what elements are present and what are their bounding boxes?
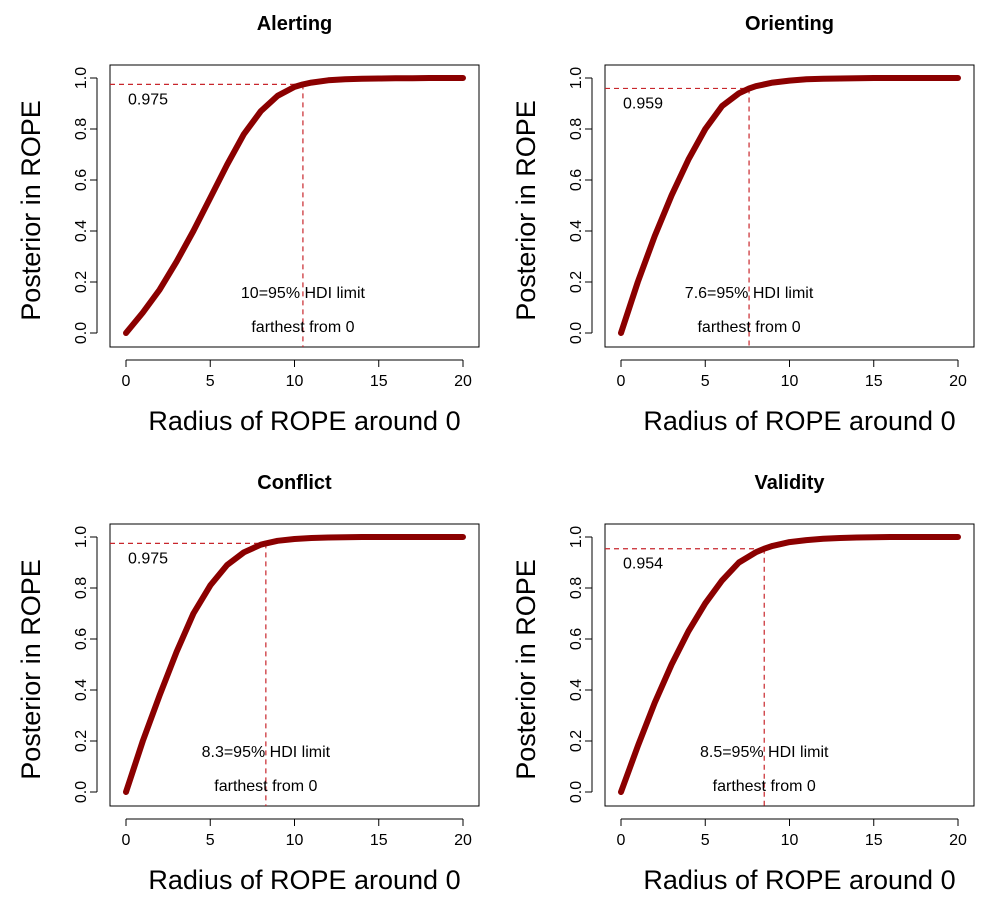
x-tick-label: 15 — [370, 832, 388, 849]
y-tick-label: 0.8 — [73, 577, 90, 599]
chart-orienting: Orienting 0 5 10 15 20 0.0 0.2 0.4 0.6 0.8 1.0 Radiu… — [511, 13, 975, 436]
panel-conflict: Conflict 0 5 10 15 20 0.0 0.2 0.4 0.6 0.8 1.0 Radius… — [0, 459, 494, 918]
y-tick-label: 0.0 — [568, 781, 585, 803]
x-tick-label: 5 — [206, 832, 215, 849]
panel-validity: Validity 0 5 10 15 20 0.0 0.2 0.4 0.6 0.8 1.0 Radius… — [495, 459, 989, 918]
x-tick-label: 15 — [370, 373, 388, 390]
hdi-limit-annotation: 10=95% HDI limit — [241, 285, 366, 302]
y-tick-label: 0.2 — [73, 271, 90, 293]
x-tick-label: 15 — [865, 832, 883, 849]
y-tick-label: 1.0 — [73, 526, 90, 548]
posterior-curve — [618, 534, 961, 795]
y-tick-label: 0.6 — [568, 628, 585, 650]
x-tick-label: 20 — [454, 832, 472, 849]
posterior-curve — [123, 75, 466, 336]
reference-value-label: 0.954 — [623, 556, 663, 573]
reference-value-label: 0.975 — [128, 550, 168, 567]
y-tick-label: 0.4 — [568, 679, 585, 701]
x-tick-label: 0 — [122, 373, 131, 390]
x-tick-label: 15 — [865, 373, 883, 390]
y-tick-label: 1.0 — [73, 67, 90, 89]
x-tick-label: 5 — [701, 373, 710, 390]
hdi-limit-annotation: 8.3=95% HDI limit — [202, 744, 331, 761]
hdi-limit-annotation: 8.5=95% HDI limit — [700, 744, 829, 761]
y-tick-label: 0.6 — [568, 169, 585, 191]
farthest-annotation: farthest from 0 — [251, 319, 354, 336]
y-tick-label: 0.0 — [568, 322, 585, 344]
x-axis-label: Radius of ROPE around 0 — [148, 865, 460, 895]
y-tick-label: 0.0 — [73, 781, 90, 803]
chart-conflict: Conflict 0 5 10 15 20 0.0 0.2 0.4 0.6 0.8 1.0 Radius… — [16, 472, 480, 895]
plot-frame — [604, 64, 975, 348]
y-axis-label: Posterior in ROPE — [511, 559, 541, 780]
y-tick-label: 0.8 — [568, 118, 585, 140]
y-tick-label: 0.2 — [568, 730, 585, 752]
x-tick-label: 20 — [454, 373, 472, 390]
x-tick-label: 10 — [286, 373, 304, 390]
y-tick-label: 0.8 — [568, 577, 585, 599]
chart-title: Conflict — [257, 472, 332, 494]
x-tick-label: 0 — [122, 832, 131, 849]
y-tick-label: 0.4 — [73, 679, 90, 701]
x-tick-label: 10 — [286, 832, 304, 849]
farthest-annotation: farthest from 0 — [214, 778, 317, 795]
panel-alerting: Alerting 0 5 10 15 20 0.0 0.2 0.4 0.6 0.8 1.0 Radius… — [0, 0, 494, 459]
y-tick-label: 0.4 — [73, 220, 90, 242]
chart-alerting: Alerting 0 5 10 15 20 0.0 0.2 0.4 0.6 0.8 1.0 Radius… — [16, 13, 480, 436]
y-axis-label: Posterior in ROPE — [16, 100, 46, 321]
x-axis-label: Radius of ROPE around 0 — [643, 406, 955, 436]
x-tick-label: 20 — [949, 373, 967, 390]
posterior-curve — [123, 534, 466, 795]
plot-frame — [109, 64, 480, 348]
y-tick-label: 1.0 — [568, 67, 585, 89]
y-tick-label: 1.0 — [568, 526, 585, 548]
y-tick-label: 0.4 — [568, 220, 585, 242]
x-tick-label: 10 — [781, 373, 799, 390]
x-tick-label: 0 — [617, 832, 626, 849]
reference-value-label: 0.975 — [128, 91, 168, 108]
chart-validity: Validity 0 5 10 15 20 0.0 0.2 0.4 0.6 0.8 1.0 Radius… — [511, 472, 975, 895]
x-tick-label: 5 — [701, 832, 710, 849]
y-tick-label: 0.2 — [568, 271, 585, 293]
plot-frame — [109, 523, 480, 807]
x-tick-label: 5 — [206, 373, 215, 390]
y-axis-label: Posterior in ROPE — [16, 559, 46, 780]
hdi-limit-annotation: 7.6=95% HDI limit — [685, 285, 814, 302]
x-axis-label: Radius of ROPE around 0 — [643, 865, 955, 895]
plot-frame — [604, 523, 975, 807]
x-tick-label: 20 — [949, 832, 967, 849]
chart-title: Orienting — [745, 13, 834, 35]
farthest-annotation: farthest from 0 — [713, 778, 816, 795]
y-tick-label: 0.2 — [73, 730, 90, 752]
posterior-curve — [618, 75, 961, 336]
y-tick-label: 0.8 — [73, 118, 90, 140]
chart-title: Alerting — [257, 13, 333, 35]
y-axis-label: Posterior in ROPE — [511, 100, 541, 321]
x-tick-label: 0 — [617, 373, 626, 390]
y-tick-label: 0.6 — [73, 169, 90, 191]
reference-value-label: 0.959 — [623, 95, 663, 112]
y-tick-label: 0.0 — [73, 322, 90, 344]
chart-title: Validity — [754, 472, 825, 494]
farthest-annotation: farthest from 0 — [697, 319, 800, 336]
panel-orienting: Orienting 0 5 10 15 20 0.0 0.2 0.4 0.6 0.8 1.0 Radiu… — [495, 0, 989, 459]
y-tick-label: 0.6 — [73, 628, 90, 650]
x-tick-label: 10 — [781, 832, 799, 849]
x-axis-label: Radius of ROPE around 0 — [148, 406, 460, 436]
